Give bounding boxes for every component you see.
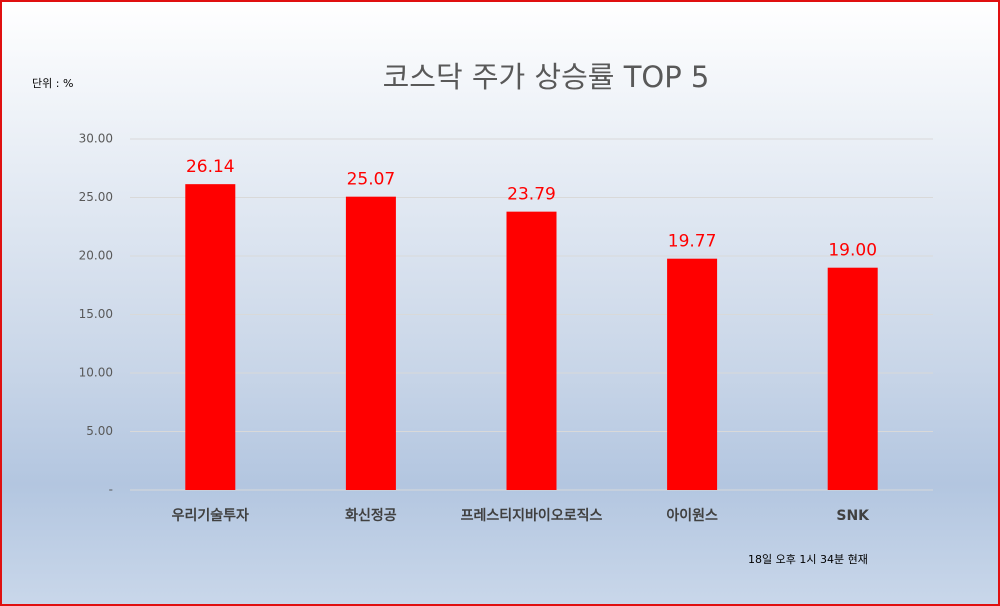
note: 18일 오후 1시 34분 현재 [748,552,868,566]
bar [827,267,878,490]
value-label: 19.77 [668,232,717,252]
bar [667,258,718,490]
y-tick-label: 30.00 [79,132,113,146]
chart-title: 코스닥 주가 상승률 TOP 5 [383,60,710,94]
bar [185,184,236,491]
y-tick-label: 20.00 [79,249,113,263]
bar [345,196,396,490]
y-tick-label: 15.00 [79,307,113,321]
y-tick-label: - [109,483,113,497]
x-tick-label: 우리기술투자 [172,508,249,524]
value-label: 23.79 [507,185,556,205]
y-tick-label: 25.00 [79,190,113,204]
value-label: 26.14 [186,157,235,177]
y-tick-label: 5.00 [86,424,113,438]
x-tick-label: 화신정공 [345,507,397,524]
x-tick-label: 아이원스 [666,507,718,524]
unit-label: 단위 : % [32,77,73,90]
y-tick-label: 10.00 [79,366,113,380]
x-tick-label: SNK [836,508,870,524]
value-label: 19.00 [828,241,877,261]
bar [506,211,557,491]
x-tick-label: 프레스티지바이오로직스 [461,507,603,524]
value-label: 25.07 [347,170,396,190]
